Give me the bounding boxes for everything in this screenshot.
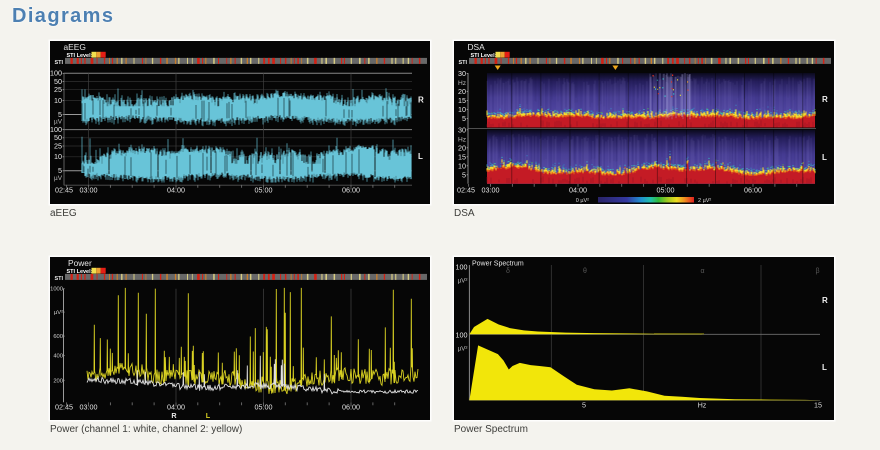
svg-text:100: 100	[456, 263, 468, 272]
svg-text:02:45: 02:45	[55, 185, 73, 194]
svg-text:02:45: 02:45	[55, 402, 73, 411]
svg-text:5: 5	[58, 110, 62, 119]
svg-text:5: 5	[58, 166, 62, 175]
svg-text:µV²: µV²	[54, 310, 63, 316]
svg-text:5: 5	[582, 401, 586, 410]
svg-text:100: 100	[50, 69, 62, 78]
svg-text:µV²: µV²	[458, 345, 468, 352]
svg-text:15: 15	[458, 96, 466, 105]
svg-text:Hz: Hz	[458, 80, 466, 87]
svg-text:Power Spectrum: Power Spectrum	[472, 260, 524, 267]
svg-text:5: 5	[462, 114, 466, 123]
svg-text:α: α	[700, 268, 704, 275]
svg-text:25: 25	[54, 85, 62, 94]
svg-text:DSA: DSA	[468, 42, 486, 52]
svg-text:05:00: 05:00	[255, 402, 273, 411]
svg-text:15: 15	[458, 152, 466, 161]
svg-text:1000: 1000	[50, 287, 63, 293]
svg-text:04:00: 04:00	[167, 402, 185, 411]
svg-text:L: L	[206, 411, 211, 420]
svg-text:25: 25	[54, 141, 62, 150]
svg-text:R: R	[822, 95, 828, 104]
svg-text:β: β	[815, 268, 819, 275]
svg-text:06:00: 06:00	[744, 185, 762, 194]
svg-text:20: 20	[458, 143, 466, 152]
svg-text:2 µV²: 2 µV²	[698, 198, 711, 204]
svg-text:03:00: 03:00	[80, 185, 98, 194]
svg-text:STI Level:: STI Level:	[67, 269, 93, 275]
svg-text:30: 30	[458, 69, 466, 78]
svg-text:STI Level:: STI Level:	[67, 53, 93, 59]
svg-text:200: 200	[53, 378, 63, 384]
svg-text:03:00: 03:00	[482, 185, 500, 194]
svg-text:15: 15	[814, 401, 822, 410]
svg-text:L: L	[822, 363, 827, 372]
svg-text:R: R	[418, 96, 424, 105]
svg-text:10: 10	[54, 96, 62, 105]
svg-text:L: L	[822, 153, 827, 162]
svg-text:50: 50	[54, 133, 62, 142]
svg-text:30: 30	[458, 125, 466, 134]
svg-text:5: 5	[462, 170, 466, 179]
svg-text:50: 50	[54, 77, 62, 86]
svg-text:aEEG: aEEG	[64, 42, 86, 52]
svg-text:µV: µV	[54, 119, 63, 126]
svg-text:δ: δ	[506, 268, 510, 275]
svg-text:µV²: µV²	[458, 278, 468, 285]
svg-text:600: 600	[53, 334, 63, 340]
svg-text:10: 10	[458, 105, 466, 114]
svg-text:02:45: 02:45	[457, 185, 475, 194]
svg-text:03:00: 03:00	[80, 402, 98, 411]
svg-text:0 µV²: 0 µV²	[576, 198, 589, 204]
svg-text:400: 400	[53, 353, 63, 359]
svg-text:20: 20	[458, 87, 466, 96]
svg-text:10: 10	[54, 152, 62, 161]
svg-text:STI Level:: STI Level:	[471, 53, 497, 59]
svg-text:06:00: 06:00	[342, 185, 360, 194]
svg-text:STI: STI	[55, 276, 64, 282]
svg-text:Hz: Hz	[458, 136, 466, 143]
svg-text:100: 100	[50, 125, 62, 134]
svg-text:L: L	[418, 152, 423, 161]
svg-text:Hz: Hz	[698, 401, 707, 410]
svg-text:05:00: 05:00	[255, 185, 273, 194]
svg-text:05:00: 05:00	[657, 185, 675, 194]
svg-text:04:00: 04:00	[569, 185, 587, 194]
svg-text:θ: θ	[583, 268, 587, 275]
svg-text:R: R	[822, 296, 828, 305]
svg-text:STI: STI	[459, 60, 468, 66]
svg-text:06:00: 06:00	[342, 402, 360, 411]
svg-text:R: R	[171, 411, 177, 420]
svg-text:100: 100	[456, 330, 468, 339]
svg-text:Power: Power	[68, 258, 92, 268]
svg-text:04:00: 04:00	[167, 185, 185, 194]
svg-text:STI: STI	[55, 60, 64, 66]
svg-text:10: 10	[458, 161, 466, 170]
svg-text:µV: µV	[54, 175, 63, 182]
